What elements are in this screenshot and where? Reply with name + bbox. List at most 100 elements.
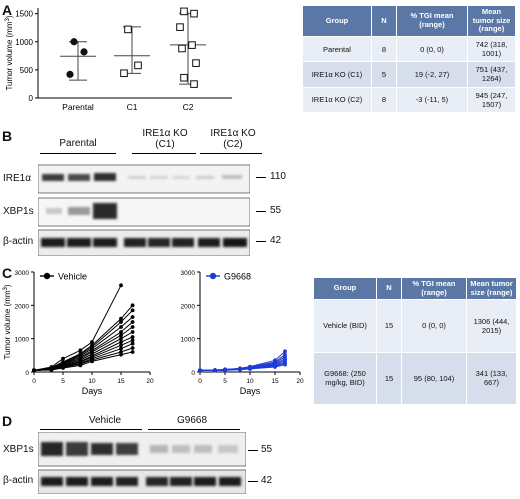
mw-tick	[256, 211, 266, 212]
blot-b-mw-110: 110	[270, 171, 286, 182]
data-point	[238, 367, 242, 372]
table-cell: 742 (318, 1001)	[467, 35, 516, 63]
table-c-header-n: N	[376, 276, 402, 301]
blot-d-mw-42: 42	[261, 475, 273, 486]
blot-b-group-line	[40, 153, 116, 154]
table-c-header-tgi: % TGI mean (range)	[401, 276, 467, 301]
y-tick-label: 500	[20, 66, 34, 75]
legend-marker	[209, 272, 217, 280]
table-cell: IRE1α KO (C2)	[302, 86, 372, 114]
blot-bands-xbp1s	[46, 203, 117, 219]
mw-tick	[256, 241, 266, 242]
data-point	[130, 303, 135, 308]
table-a: Group N % TGI mean (range) Mean tumor si…	[302, 5, 516, 114]
data-point	[80, 48, 88, 56]
mw-tick	[248, 481, 258, 482]
table-cell: 5	[371, 61, 397, 88]
y-tick-label: 1000	[181, 337, 196, 344]
data-point	[190, 80, 198, 88]
data-point	[119, 283, 123, 288]
table-cell: G9668: (250 mg/kg, BID)	[313, 351, 377, 406]
mw-tick	[248, 450, 258, 451]
legend-marker	[43, 272, 51, 280]
table-c-header-group: Group	[313, 276, 377, 301]
y-tick-label: 3000	[15, 270, 30, 277]
y-tick-label: 0	[29, 94, 34, 103]
blot-b-image	[38, 164, 250, 256]
data-point	[119, 352, 123, 357]
data-point	[119, 340, 123, 344]
data-point	[130, 341, 135, 346]
x-tick-label: 0	[32, 378, 36, 385]
table-a-header-row: Group N % TGI mean (range) Mean tumor si…	[302, 5, 516, 37]
table-row: G9668: (250 mg/kg, BID) 15 95 (80, 104) …	[313, 351, 517, 406]
x-tick-label: 15	[271, 378, 279, 385]
blot-b-mw-42: 42	[270, 235, 282, 246]
data-point	[176, 23, 184, 31]
table-cell: 15	[376, 351, 402, 406]
data-point	[248, 367, 252, 371]
table-c-header-row: Group N % TGI mean (range) Mean tumor si…	[313, 276, 517, 301]
data-point	[198, 368, 202, 373]
table-cell: 751 (437, 1264)	[467, 61, 516, 88]
data-point	[180, 73, 188, 82]
table-cell: 0 (0, 0)	[401, 299, 467, 353]
blot-d-group-line	[148, 429, 240, 430]
data-point	[119, 346, 123, 351]
table-a-header-tgi: % TGI mean (range)	[396, 5, 468, 37]
x-axis-label: Days	[240, 386, 261, 396]
x-tick-label: 5	[223, 378, 227, 385]
blot-b-group-c1: IRE1α KO (C1)	[142, 128, 188, 150]
blot-d-label-actin: β-actin	[3, 475, 34, 486]
data-point	[119, 333, 123, 338]
data-point	[130, 335, 135, 339]
blot-bands-actin	[41, 477, 241, 486]
data-point	[124, 25, 132, 34]
y-tick-label: 1000	[15, 337, 30, 344]
blot-b-label-ire1a: IRE1α	[3, 173, 32, 184]
y-tick-label: 0	[25, 370, 29, 377]
panel-letter-a: A	[2, 2, 13, 18]
data-point	[49, 368, 54, 372]
x-tick-label: 5	[61, 378, 65, 385]
blot-b-group-line	[132, 153, 196, 154]
data-point	[130, 315, 135, 319]
blot-d-mw-55: 55	[261, 444, 273, 455]
x-tick-label: 20	[296, 378, 304, 385]
data-point	[192, 59, 200, 67]
table-cell: 8	[371, 86, 397, 114]
y-axis-label: Tumor volume (mm3)	[5, 15, 14, 90]
x-tick-label: 10	[246, 378, 254, 385]
panel-letter-c: C	[2, 265, 13, 281]
table-cell: 1306 (444, 2015)	[466, 299, 517, 353]
legend-label: G9668	[224, 272, 251, 282]
data-point	[78, 348, 83, 353]
legend-label: Vehicle	[58, 272, 87, 282]
table-c: Group N % TGI mean (range) Mean tumor si…	[313, 276, 517, 406]
mw-tick	[256, 177, 266, 178]
data-point	[119, 343, 123, 348]
data-point	[78, 363, 83, 368]
table-cell: Parental	[302, 35, 372, 63]
x-tick-label: C2	[183, 102, 194, 112]
blot-b-group-line	[200, 153, 262, 154]
table-cell: 945 (247, 1507)	[467, 86, 516, 114]
table-a-header-n: N	[371, 5, 397, 37]
table-cell: 341 (133, 667)	[466, 351, 517, 406]
data-point	[223, 368, 227, 373]
blot-d-label-xbp1s: XBP1s	[3, 444, 34, 455]
table-row: IRE1α KO (C2) 8 -3 (-11, 5) 945 (247, 15…	[302, 86, 516, 114]
table-cell: 0 (0, 0)	[396, 35, 468, 63]
blot-b-label-actin: β-actin	[3, 236, 34, 247]
data-point	[130, 350, 135, 354]
x-tick-label: Parental	[62, 102, 94, 112]
data-point	[130, 330, 135, 334]
data-point	[130, 308, 135, 313]
data-point	[180, 7, 188, 16]
table-cell: Vehicle (BID)	[313, 299, 377, 353]
data-point	[119, 320, 123, 324]
blot-b-label-xbp1s: XBP1s	[3, 206, 34, 217]
blot-b-group-parental: Parental	[59, 138, 97, 149]
